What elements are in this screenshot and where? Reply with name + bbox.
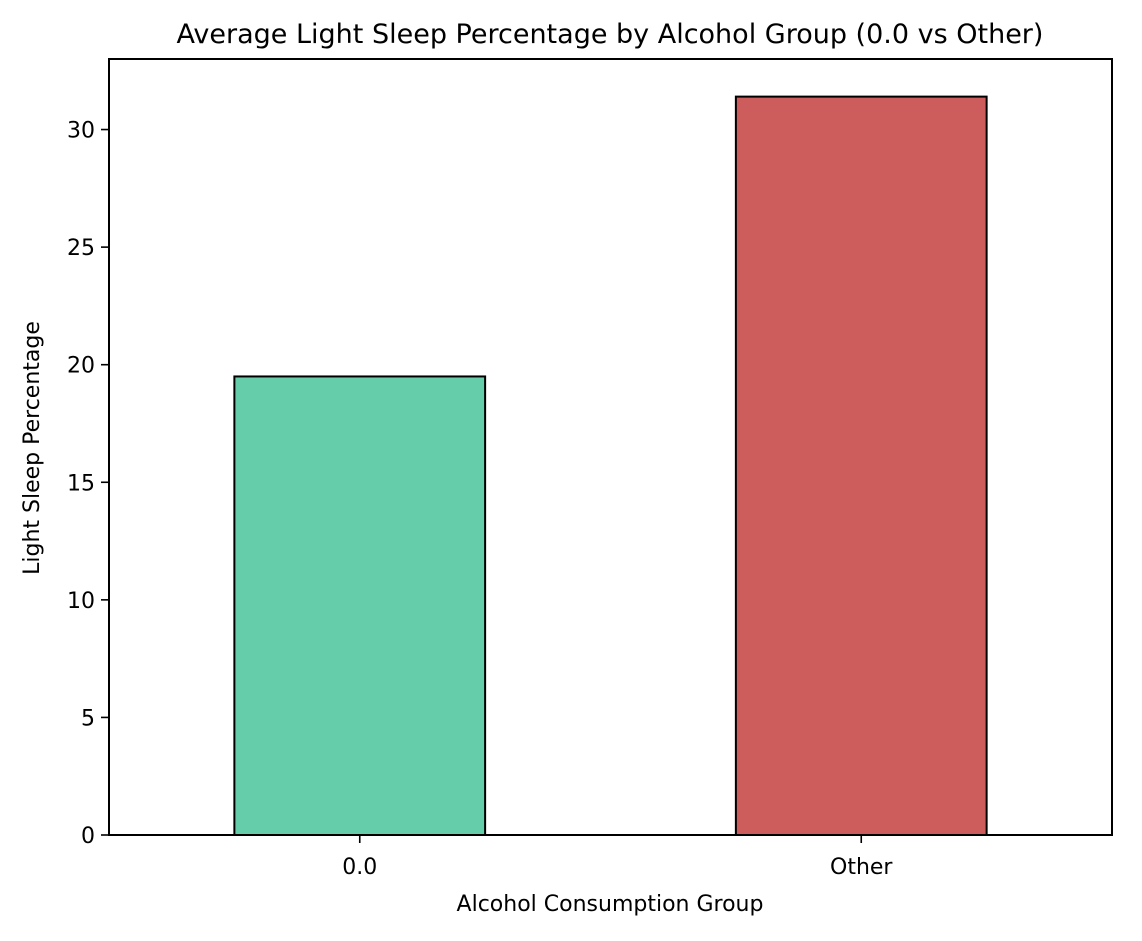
y-tick-label: 5	[81, 706, 95, 731]
y-tick-label: 20	[67, 354, 95, 379]
bar-0-0	[233, 375, 487, 836]
bars-group	[233, 95, 988, 836]
y-tick-label: 0	[81, 824, 95, 849]
chart-title: Average Light Sleep Percentage by Alcoho…	[177, 19, 1044, 50]
y-tick-label: 15	[67, 471, 95, 496]
plot-frame	[108, 58, 1113, 836]
y-tick-label: 10	[67, 589, 95, 614]
x-axis: 0.0 Other	[342, 835, 893, 880]
bar-other	[734, 95, 988, 836]
x-tick-label: 0.0	[342, 855, 377, 880]
y-axis-label: Light Sleep Percentage	[20, 321, 45, 575]
y-tick-label: 30	[67, 119, 95, 144]
y-tick-label: 25	[67, 236, 95, 261]
x-axis-label: Alcohol Consumption Group	[457, 892, 764, 917]
x-tick-label: Other	[830, 855, 893, 880]
y-axis: 0 5 10 15 20 25 30	[67, 119, 109, 849]
